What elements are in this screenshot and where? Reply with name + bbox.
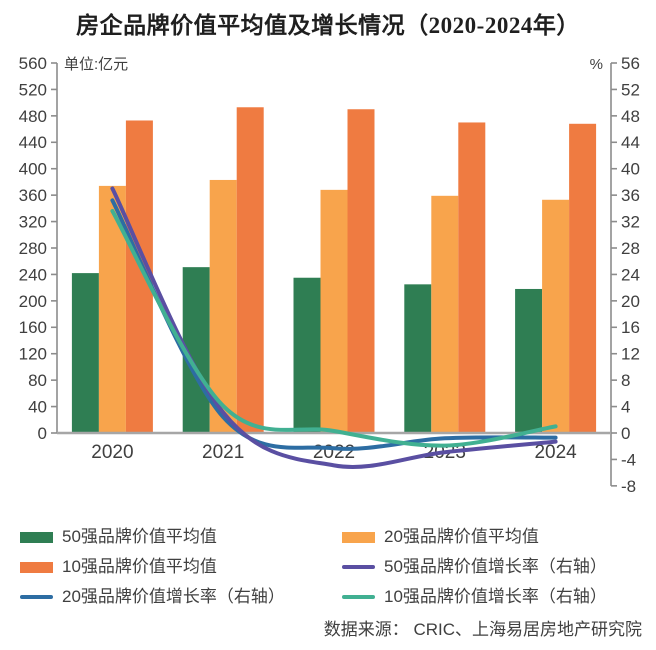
left-tick-label: 80 — [28, 371, 47, 390]
legend-label: 50强品牌价值平均值 — [62, 527, 217, 546]
left-tick-label: 440 — [19, 133, 47, 152]
x-tick-label: 2024 — [534, 442, 577, 463]
legend-swatch-purple — [342, 565, 375, 569]
bar — [515, 288, 543, 433]
legend-item: 20强品牌价值增长率（右轴） — [20, 588, 342, 606]
combo-chart: 单位:亿元 %0408012016020024028032036040044048… — [19, 54, 640, 496]
bar — [404, 284, 432, 433]
right-tick-label: 32 — [621, 213, 640, 232]
right-tick-label: 24 — [621, 265, 640, 284]
right-tick-label: 0 — [621, 424, 630, 443]
bar-series-deep_orange — [125, 107, 597, 434]
bar — [293, 277, 321, 433]
left-tick-label: 560 — [19, 54, 47, 73]
bar — [320, 189, 348, 433]
legend-swatch-orange — [342, 531, 375, 543]
chart-title: 房企品牌价值平均值及增长情况（2020-2024年） — [76, 13, 580, 38]
growth-line-purple — [110, 186, 558, 469]
bar — [542, 199, 570, 433]
bar — [209, 179, 237, 433]
left-tick-label: 40 — [28, 398, 47, 417]
right-tick-label: 48 — [621, 107, 640, 126]
bar — [71, 273, 99, 433]
bar — [347, 109, 375, 433]
left-tick-label: 480 — [19, 107, 47, 126]
left-tick-label: 280 — [19, 239, 47, 258]
bar-series-green — [71, 267, 543, 433]
legend-swatch-teal — [342, 595, 375, 599]
left-tick-label: 360 — [19, 186, 47, 205]
legend-swatch-blue — [20, 595, 53, 599]
legend-swatch-green — [20, 531, 53, 543]
x-axis-labels: 2020 2021 2022 2023 2024 — [91, 442, 577, 463]
right-tick-label: 28 — [621, 239, 640, 258]
right-tick-label: -4 — [621, 450, 636, 469]
right-tick-label: 12 — [621, 345, 640, 364]
legend-item: 50强品牌价值增长率（右轴） — [342, 558, 642, 576]
bar — [236, 107, 264, 433]
legend-item: 10强品牌价值平均值 — [20, 558, 342, 576]
legend-label: 10强品牌价值平均值 — [62, 557, 217, 576]
left-axis: 0 40 80 120 160 200 240 280 320 360 400 440 480 520 56… — [19, 54, 58, 443]
right-tick-label: 36 — [621, 186, 640, 205]
legend-swatch-deep_orange — [20, 561, 53, 573]
left-tick-label: 160 — [19, 318, 47, 337]
right-tick-label: 44 — [621, 133, 640, 152]
left-tick-label: 520 — [19, 80, 47, 99]
right-tick-label: 56 — [621, 54, 640, 73]
x-tick-label: 2021 — [202, 442, 244, 463]
left-tick-label: 120 — [19, 345, 47, 364]
legend-item: 20强品牌价值平均值 — [342, 528, 642, 546]
right-tick-label: 4 — [621, 398, 630, 417]
right-tick-label: 16 — [621, 318, 640, 337]
legend-label: 10强品牌价值增长率（右轴） — [384, 587, 607, 606]
x-tick-label: 2022 — [313, 442, 355, 463]
chart-legend: 50强品牌价值平均值 20强品牌价值平均值 10强品牌价值平均值 50强品牌价值增长率… — [20, 528, 642, 606]
right-tick-label: -8 — [621, 477, 636, 496]
right-tick-label: 52 — [621, 80, 640, 99]
left-tick-label: 400 — [19, 160, 47, 179]
bar — [569, 123, 597, 434]
legend-label: 20强品牌价值平均值 — [384, 527, 539, 546]
left-tick-label: 0 — [38, 424, 47, 443]
legend-item: 10强品牌价值增长率（右轴） — [342, 588, 642, 606]
data-source: 数据来源： CRIC、上海易居房地产研究院 — [323, 620, 642, 639]
right-tick-label: 40 — [621, 160, 640, 179]
right-tick-label: 8 — [621, 371, 630, 390]
left-tick-label: 240 — [19, 265, 47, 284]
left-tick-label: 200 — [19, 292, 47, 311]
right-tick-label: 20 — [621, 292, 640, 311]
right-axis-unit: % — [590, 56, 603, 73]
bar — [458, 122, 486, 433]
bar — [431, 195, 459, 433]
legend-label: 20强品牌价值增长率（右轴） — [62, 587, 285, 606]
x-tick-label: 2020 — [91, 442, 133, 463]
left-tick-label: 320 — [19, 213, 47, 232]
growth-line-teal — [110, 209, 558, 448]
legend-item: 50强品牌价值平均值 — [20, 528, 342, 546]
legend-label: 50强品牌价值增长率（右轴） — [384, 557, 607, 576]
bar-series-orange — [98, 179, 570, 433]
left-axis-unit: 单位:亿元 — [64, 56, 128, 73]
